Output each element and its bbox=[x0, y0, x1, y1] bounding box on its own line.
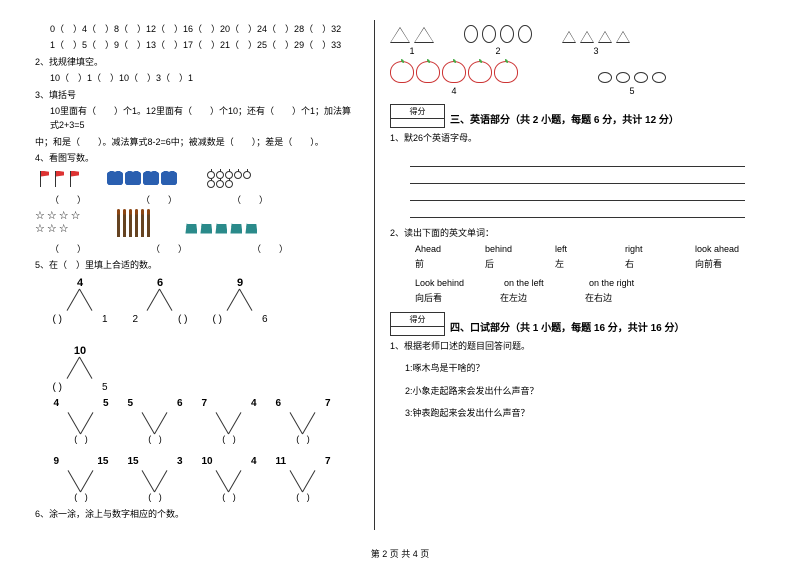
flags-group bbox=[35, 171, 77, 188]
vocab-word: behind bbox=[485, 244, 530, 254]
ovals-4: 2 bbox=[464, 25, 532, 56]
vocab-word: left bbox=[555, 244, 600, 254]
number-bond-inv: 104( ) bbox=[198, 456, 260, 502]
number-bonds-top: 4( )1 62( ) 9( )6 10( )5 bbox=[50, 277, 344, 393]
score-box: 得分 bbox=[390, 312, 445, 336]
left-column: 0（ ）4（ ）8（ ）12（ ）16（ ）20（ ）24（ ）28（ ）32 … bbox=[30, 20, 375, 530]
number-bond: 62( ) bbox=[130, 277, 190, 325]
vocab-en-2: Look behind on the left on the right bbox=[415, 278, 740, 288]
number-bond-inv: 67( ) bbox=[272, 398, 334, 444]
worksheet-page: 0（ ）4（ ）8（ ）12（ ）16（ ）20（ ）24（ ）28（ ）32 … bbox=[0, 0, 800, 540]
question-5: 5、在（ ）里填上合适的数。 bbox=[35, 258, 359, 272]
shape-label: 5 bbox=[629, 86, 634, 96]
shapes-row-1: 1 2 3 bbox=[390, 25, 765, 56]
shapes-row-2: 4 5 bbox=[390, 61, 765, 96]
number-bonds-v: 45( ) 56( ) 74( ) 67( ) 915( ) 153( ) 104( ) 11… bbox=[50, 398, 344, 502]
oral-questions: 1:啄木鸟是干啥的？ 2:小象走起路来会发出什么声音？ 3:钟表跑起来会发出什么声音… bbox=[390, 361, 765, 420]
vocab-word: right bbox=[625, 244, 670, 254]
s3-q2: 2、读出下面的英文单词： bbox=[390, 226, 765, 240]
shape-label: 1 bbox=[409, 46, 414, 56]
section-4-title: 四、口试部分（共 1 小题，每题 16 分，共计 16 分） bbox=[450, 319, 765, 334]
section-3-title: 三、英语部分（共 2 小题，每题 6 分，共计 12 分） bbox=[450, 111, 765, 126]
buckets-group bbox=[185, 224, 257, 237]
score-label: 得分 bbox=[391, 105, 444, 119]
number-bond-inv: 74( ) bbox=[198, 398, 260, 444]
vocab-en-1: Ahead behind left right look ahead bbox=[415, 244, 740, 254]
vocab-word: look ahead bbox=[695, 244, 740, 254]
question-3: 3、填括号 bbox=[35, 88, 359, 102]
vocab-word: 左 bbox=[555, 257, 600, 270]
vocab-word: Look behind bbox=[415, 278, 464, 288]
paren-row-2: （ ） （ ） （ ） bbox=[50, 242, 359, 255]
vocab-word: Ahead bbox=[415, 244, 460, 254]
vocab-word: 后 bbox=[485, 257, 530, 270]
alphabet-blanks bbox=[410, 153, 745, 218]
shape-label: 4 bbox=[451, 86, 456, 96]
number-bond-inv: 117( ) bbox=[272, 456, 334, 502]
ovals-4-sm: 5 bbox=[598, 72, 666, 96]
s4-q1: 1、根据老师口述的题目回答问题。 bbox=[390, 339, 765, 353]
sequence-1: 0（ ）4（ ）8（ ）12（ ）16（ ）20（ ）24（ ）28（ ）32 bbox=[35, 22, 359, 36]
paren-row-1: （ ） （ ） （ ） bbox=[50, 193, 359, 206]
number-bond-inv: 56( ) bbox=[124, 398, 186, 444]
oral-item: 1:啄木鸟是干啥的？ bbox=[390, 361, 765, 375]
image-row-1 bbox=[35, 171, 359, 188]
triangles-2: 1 bbox=[390, 27, 434, 56]
question-4: 4、看图写数。 bbox=[35, 151, 359, 165]
apples-5: 4 bbox=[390, 61, 518, 96]
question-2: 2、找规律填空。 bbox=[35, 55, 359, 69]
vocab-word: 在左边 bbox=[500, 291, 545, 304]
score-box: 得分 bbox=[390, 104, 445, 128]
blank-paren: （ ） bbox=[151, 242, 187, 255]
vocab-word: 向前看 bbox=[695, 257, 740, 270]
vocab-word: on the right bbox=[589, 278, 634, 288]
q3-content-2: 中；和是（ ）。减法算式8-2=6中；被减数是（ ）；差是（ ）。 bbox=[35, 135, 359, 149]
oral-item: 3:钟表跑起来会发出什么声音？ bbox=[390, 406, 765, 420]
oral-item: 2:小象走起路来会发出什么声音？ bbox=[390, 384, 765, 398]
blank-paren: （ ） bbox=[252, 242, 288, 255]
blank-paren: （ ） bbox=[141, 193, 177, 206]
s3-q1: 1、默26个英语字母。 bbox=[390, 131, 765, 145]
q3-content: 10里面有（ ）个1。12里面有（ ）个10；还有（ ）个1；加法算式2+3=5 bbox=[35, 104, 359, 133]
triangles-4: 3 bbox=[562, 31, 630, 56]
blank-paren: （ ） bbox=[50, 242, 86, 255]
vocab-word: 前 bbox=[415, 257, 460, 270]
shape-label: 2 bbox=[495, 46, 500, 56]
sequence-2: 1（ ）5（ ）9（ ）13（ ）17（ ）21（ ）25（ ）29（ ）33 bbox=[35, 38, 359, 52]
image-row-2: ☆☆☆☆☆☆☆ bbox=[35, 209, 359, 237]
score-label: 得分 bbox=[391, 313, 444, 327]
blank-paren: （ ） bbox=[232, 193, 268, 206]
vocab-cn-2: 向后看 在左边 在右边 bbox=[415, 291, 740, 304]
cherries-group bbox=[207, 171, 251, 188]
number-bond: 10( )5 bbox=[50, 345, 110, 393]
vocab-cn-1: 前 后 左 右 向前看 bbox=[415, 257, 740, 270]
number-bond-inv: 45( ) bbox=[50, 398, 112, 444]
vocab-word: 右 bbox=[625, 257, 670, 270]
vocab-word: on the left bbox=[504, 278, 549, 288]
page-footer: 第 2 页 共 4 页 bbox=[0, 547, 800, 560]
number-bond-inv: 915( ) bbox=[50, 456, 112, 502]
right-column: 1 2 3 4 5 得分 三、英语部分（共 2 小题，每题 6 分，共计 12 … bbox=[375, 20, 770, 530]
blank-paren: （ ） bbox=[50, 193, 86, 206]
butterflies-group bbox=[107, 171, 177, 188]
stars-group: ☆☆☆☆☆☆☆ bbox=[35, 209, 82, 237]
question-6: 6、涂一涂，涂上与数字相应的个数。 bbox=[35, 507, 359, 521]
number-bond: 4( )1 bbox=[50, 277, 110, 325]
vocab-word: 向后看 bbox=[415, 291, 460, 304]
number-bond: 9( )6 bbox=[210, 277, 270, 325]
shape-label: 3 bbox=[593, 46, 598, 56]
sticks-group bbox=[117, 209, 150, 237]
number-bond-inv: 153( ) bbox=[124, 456, 186, 502]
q2-content: 10（ ）1（ ）10（ ）3（ ）1 bbox=[35, 71, 359, 85]
vocab-word: 在右边 bbox=[585, 291, 630, 304]
